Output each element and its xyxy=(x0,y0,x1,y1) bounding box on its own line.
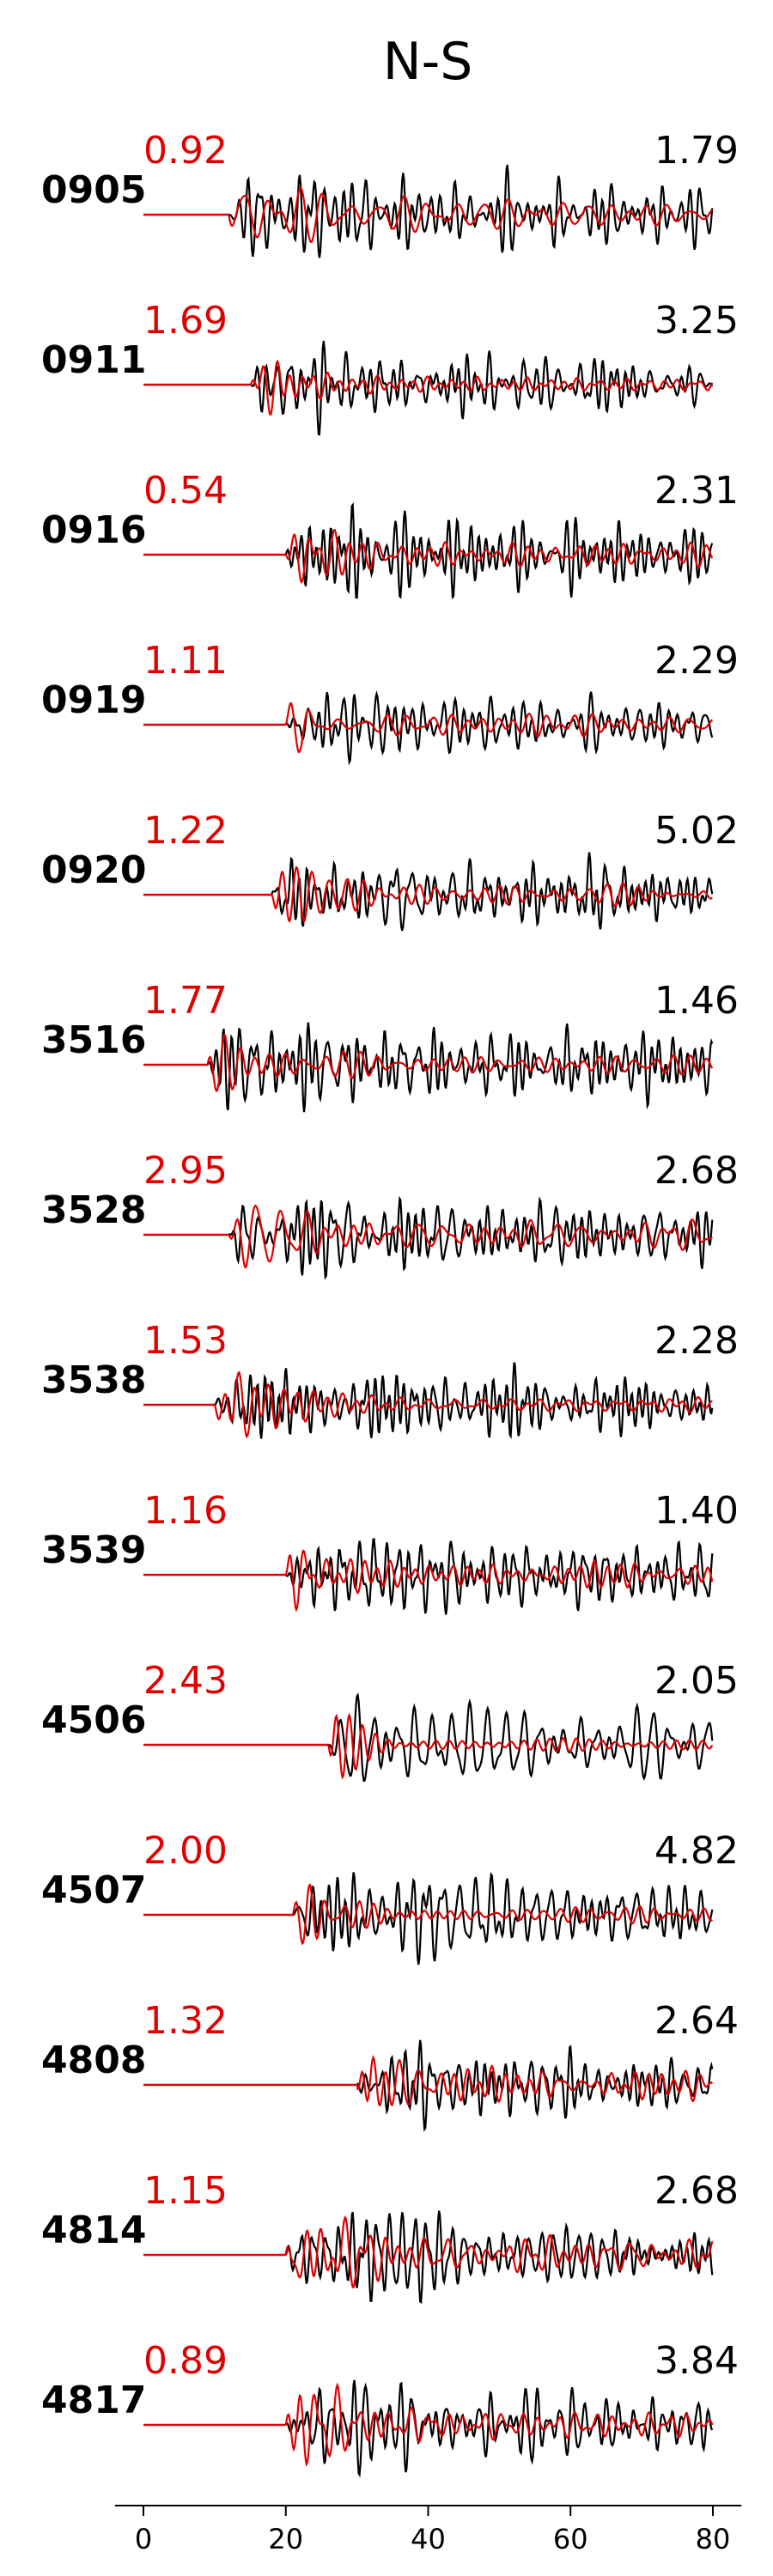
synthetic-waveform xyxy=(143,866,713,924)
observed-amplitude-label: 2.05 xyxy=(654,1659,739,1703)
x-tick-label: 80 xyxy=(696,2523,731,2555)
station-label: 3516 xyxy=(41,1018,146,1062)
observed-waveform xyxy=(143,1872,714,1965)
synthetic-waveform xyxy=(143,1032,714,1093)
observed-amplitude-label: 2.64 xyxy=(654,1999,739,2043)
synthetic-amplitude-label: 1.53 xyxy=(143,1319,228,1363)
station-label: 0905 xyxy=(41,168,146,212)
synthetic-amplitude-label: 1.11 xyxy=(143,639,228,683)
synthetic-waveform xyxy=(143,1370,713,1439)
observed-waveform xyxy=(143,1692,714,1783)
observed-amplitude-label: 2.28 xyxy=(654,1319,739,1363)
station-label: 3528 xyxy=(41,1188,146,1232)
station-label: 4814 xyxy=(41,2208,146,2252)
observed-amplitude-label: 2.68 xyxy=(654,2169,739,2213)
synthetic-waveform xyxy=(143,2055,714,2107)
synthetic-amplitude-label: 1.69 xyxy=(143,299,228,343)
station-label: 4506 xyxy=(41,1698,146,1742)
station-label: 3538 xyxy=(41,1358,146,1402)
observed-amplitude-label: 1.79 xyxy=(654,129,739,173)
observed-amplitude-label: 4.82 xyxy=(654,1829,739,1873)
synthetic-waveform xyxy=(143,528,714,585)
synthetic-waveform xyxy=(143,359,714,416)
observed-amplitude-label: 3.84 xyxy=(654,2339,739,2383)
observed-amplitude-label: 2.31 xyxy=(654,469,739,513)
synthetic-waveform xyxy=(143,186,714,244)
synthetic-waveform xyxy=(143,1549,714,1613)
synthetic-amplitude-label: 1.22 xyxy=(143,809,228,853)
observed-waveform xyxy=(143,1538,714,1615)
station-label: 0916 xyxy=(41,508,146,552)
observed-waveform xyxy=(143,164,714,258)
station-label: 0919 xyxy=(41,678,146,722)
synthetic-amplitude-label: 2.00 xyxy=(143,1829,228,1873)
synthetic-amplitude-label: 1.16 xyxy=(143,1489,228,1533)
synthetic-amplitude-label: 1.15 xyxy=(143,2169,228,2213)
station-label: 4808 xyxy=(41,2038,146,2082)
synthetic-waveform xyxy=(143,702,714,754)
station-label: 4817 xyxy=(41,2379,146,2422)
x-axis: 0 20 40 60 80 xyxy=(114,2505,742,2555)
observed-waveform xyxy=(143,2210,714,2304)
observed-waveform xyxy=(143,2379,714,2478)
observed-amplitude-label: 3.25 xyxy=(654,299,739,343)
synthetic-amplitude-label: 2.43 xyxy=(143,1659,228,1703)
x-tick-label: 60 xyxy=(553,2523,588,2555)
synthetic-waveform xyxy=(143,1883,714,1946)
observed-waveform xyxy=(143,340,714,436)
observed-amplitude-label: 1.40 xyxy=(654,1489,739,1533)
synthetic-amplitude-label: 1.32 xyxy=(143,1999,228,2043)
station-label: 4507 xyxy=(41,1868,146,1912)
observed-amplitude-label: 5.02 xyxy=(654,809,739,853)
synthetic-waveform xyxy=(143,2215,714,2289)
chart-title: N-S xyxy=(383,32,473,92)
station-label: 0911 xyxy=(41,338,146,382)
x-tick-label: 40 xyxy=(411,2523,446,2555)
station-label: 0920 xyxy=(41,848,146,892)
observed-amplitude-label: 2.68 xyxy=(654,1149,739,1193)
x-tick-label: 20 xyxy=(268,2523,303,2555)
synthetic-waveform xyxy=(143,1204,714,1268)
synthetic-amplitude-label: 2.95 xyxy=(143,1149,228,1193)
synthetic-waveform xyxy=(143,2382,714,2468)
x-tick-label: 0 xyxy=(135,2523,152,2555)
synthetic-amplitude-label: 0.92 xyxy=(143,129,228,173)
synthetic-amplitude-label: 0.54 xyxy=(143,469,228,513)
synthetic-amplitude-label: 0.89 xyxy=(143,2339,228,2383)
observed-waveform xyxy=(143,1195,714,1280)
synthetic-amplitude-label: 1.77 xyxy=(143,979,228,1023)
observed-amplitude-label: 2.29 xyxy=(654,639,739,683)
synthetic-waveform xyxy=(143,1712,714,1780)
station-label: 3539 xyxy=(41,1528,146,1572)
observed-waveform xyxy=(143,1362,714,1440)
observed-amplitude-label: 1.46 xyxy=(654,979,739,1023)
